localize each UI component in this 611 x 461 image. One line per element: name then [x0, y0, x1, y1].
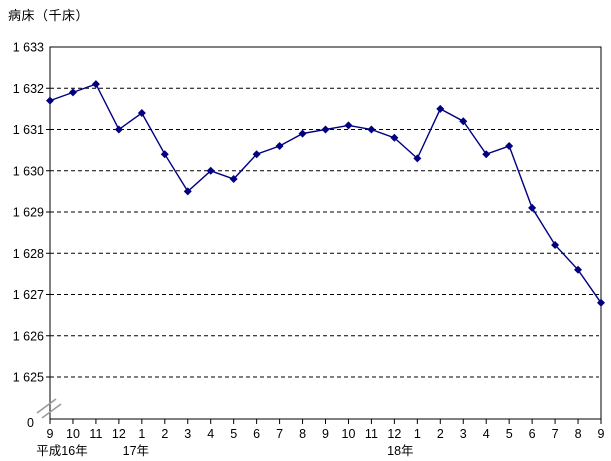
x-axis-month-label: 7	[276, 427, 283, 441]
data-point-marker	[436, 104, 445, 113]
x-axis-month-label: 6	[529, 427, 536, 441]
y-axis-unit-label: 病床（千床）	[8, 8, 90, 23]
data-point-marker	[91, 80, 100, 89]
x-axis-month-label: 3	[184, 427, 191, 441]
data-point-marker	[229, 175, 238, 183]
x-axis-month-label: 5	[230, 427, 237, 441]
data-point-marker	[344, 121, 353, 130]
x-axis-year-label: 平成16年	[36, 444, 87, 458]
data-point-marker	[413, 154, 422, 163]
x-axis-month-label: 11	[89, 427, 102, 441]
data-point-marker	[505, 142, 514, 150]
x-axis-month-label: 4	[483, 427, 490, 441]
y-axis-label: 1 629	[13, 206, 44, 220]
x-axis-month-label: 9	[47, 427, 54, 441]
data-point-marker	[68, 88, 77, 97]
data-point-marker	[390, 133, 399, 142]
data-point-marker	[459, 117, 468, 126]
axis-break-icon	[36, 398, 57, 414]
x-axis-month-label: 11	[365, 427, 378, 441]
x-axis-month-label: 6	[253, 427, 260, 441]
x-axis-month-label: 2	[161, 427, 168, 441]
data-point-marker	[137, 109, 146, 117]
x-axis-year-label: 18年	[387, 444, 413, 458]
x-axis-month-label: 7	[552, 427, 559, 441]
x-axis-month-label: 8	[299, 427, 306, 441]
x-axis-month-label: 8	[575, 427, 582, 441]
data-point-marker	[551, 241, 560, 249]
x-axis-month-label: 1	[414, 427, 421, 441]
x-axis-month-label: 2	[437, 427, 444, 441]
data-point-marker	[321, 125, 330, 134]
data-point-marker	[528, 203, 537, 212]
data-point-marker	[114, 125, 123, 134]
x-axis-month-label: 1	[138, 427, 145, 441]
data-point-marker	[367, 125, 376, 134]
data-line	[49, 83, 602, 304]
data-point-marker	[46, 96, 54, 105]
x-axis-month-label: 10	[66, 427, 80, 441]
x-axis-month-label: 5	[506, 427, 513, 441]
x-axis-month-label: 3	[460, 427, 467, 441]
x-axis-month-label: 9	[598, 427, 605, 441]
x-axis-month-label: 12	[112, 427, 126, 441]
x-axis-month-label: 9	[322, 427, 329, 441]
data-point-marker	[160, 150, 169, 159]
axis-break-icon	[41, 403, 62, 419]
data-point-marker	[298, 129, 307, 138]
y-axis-label: 1 628	[13, 247, 44, 261]
data-point-marker	[275, 142, 284, 150]
y-axis-zero-label: 0	[27, 416, 34, 430]
x-axis-year-label: 17年	[123, 444, 149, 458]
data-point-marker	[183, 187, 192, 196]
x-axis-month-label: 4	[207, 427, 214, 441]
y-axis-label: 1 625	[13, 371, 44, 385]
x-axis-month-label: 12	[387, 427, 401, 441]
data-point-marker	[482, 150, 491, 159]
y-axis-label: 1 627	[13, 288, 44, 302]
y-axis-label: 1 630	[13, 164, 44, 178]
data-point-marker	[574, 265, 583, 274]
data-point-marker	[206, 166, 215, 175]
y-axis-label: 1 632	[13, 82, 44, 96]
data-point-marker	[597, 298, 605, 307]
data-point-marker	[252, 150, 261, 159]
x-axis-month-label: 10	[342, 427, 356, 441]
y-axis-label: 1 633	[13, 41, 44, 55]
plot-frame	[49, 46, 602, 420]
y-axis-label: 1 626	[13, 329, 44, 343]
y-axis-label: 1 631	[13, 123, 44, 137]
